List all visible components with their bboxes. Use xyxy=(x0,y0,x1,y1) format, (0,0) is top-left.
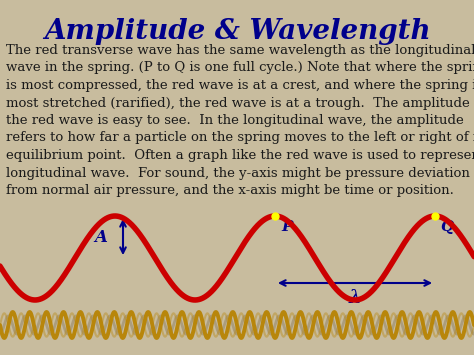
Text: A: A xyxy=(94,229,108,246)
Text: refers to how far a particle on the spring moves to the left or right of its: refers to how far a particle on the spri… xyxy=(6,131,474,144)
Text: The red transverse wave has the same wavelength as the longitudinal: The red transverse wave has the same wav… xyxy=(6,44,474,57)
Text: Q: Q xyxy=(440,220,453,234)
Text: longitudinal wave.  For sound, the y-axis might be pressure deviation: longitudinal wave. For sound, the y-axis… xyxy=(6,166,470,180)
Text: most stretched (rarified), the red wave is at a trough.  The amplitude in: most stretched (rarified), the red wave … xyxy=(6,97,474,109)
Text: the red wave is easy to see.  In the longitudinal wave, the amplitude: the red wave is easy to see. In the long… xyxy=(6,114,464,127)
Text: λ: λ xyxy=(349,289,361,307)
Text: Amplitude & Wavelength: Amplitude & Wavelength xyxy=(44,18,430,45)
Text: wave in the spring. (P to Q is one full cycle.) Note that where the spring: wave in the spring. (P to Q is one full … xyxy=(6,61,474,75)
Text: is most compressed, the red wave is at a crest, and where the spring is: is most compressed, the red wave is at a… xyxy=(6,79,474,92)
Text: from normal air pressure, and the x-axis might be time or position.: from normal air pressure, and the x-axis… xyxy=(6,184,454,197)
Text: P: P xyxy=(281,220,292,234)
Text: equilibrium point.  Often a graph like the red wave is used to represent a: equilibrium point. Often a graph like th… xyxy=(6,149,474,162)
